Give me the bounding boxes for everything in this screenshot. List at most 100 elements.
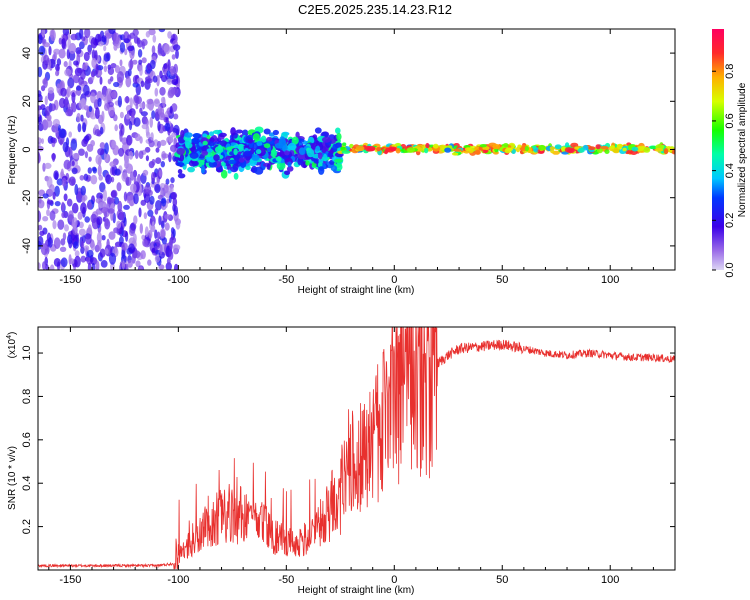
spectrogram-cell [256,140,263,147]
spectrogram-cell [80,185,87,196]
spectrogram-cell [173,263,179,270]
colorbar-tick-label: 0.4 [724,163,736,178]
spectrogram-cell [570,142,579,148]
spectrogram-cell [161,197,167,207]
spectrogram-cell [67,77,75,89]
spectrogram-cell [123,191,128,202]
spectrogram-cell [108,252,117,265]
spectrogram-cell [202,133,208,138]
spectrogram-cell [149,116,153,128]
spectrogram-cell [77,123,82,133]
spectrogram-cell [124,157,130,168]
spectrogram-cell [80,114,84,122]
spectrogram-cell [313,158,320,164]
spectrogram-cell [58,128,66,139]
spectrogram-cell [98,201,104,209]
spectrogram-cell [130,183,137,193]
spectrogram-cell [121,254,127,264]
spectrogram-cell [62,232,67,241]
spectrogram-cell [137,173,141,184]
y-tick-label: 20 [21,95,33,107]
x-tick-label: -100 [167,574,189,586]
spectrogram-cell [90,113,97,120]
spectrogram-cell [101,235,106,241]
spectrogram-cell [135,260,141,268]
spectrogram-cell [166,257,171,265]
spectrogram-cell [68,131,72,138]
spectrogram-cell [99,142,106,149]
spectrogram-cell [87,224,92,237]
spectrogram-cell [83,51,90,62]
spectrogram-cell [155,147,160,153]
spectrogram-cell [38,137,42,144]
spectrogram-cell [99,248,106,258]
spectrogram-cell [128,150,134,160]
spectrogram-cell [74,255,81,268]
spectrogram-cell [432,143,439,149]
spectrogram-cell [104,217,109,227]
spectrogram-cell [156,231,161,240]
spectrogram-cell [451,152,459,156]
spectrogram-cell [106,238,110,251]
spectrogram-cell [139,136,143,144]
spectrogram-cell [71,160,75,167]
spectrogram-cell [275,156,282,162]
spectrogram-cell [103,53,110,62]
spectrogram-cell [87,262,92,270]
spectrogram-cell [38,93,43,103]
spectrogram-cell [340,146,346,150]
spectrogram-cell [141,57,147,64]
spectrogram-cell [46,114,52,122]
spectrogram-cell [84,151,88,159]
spectrogram-cell [98,41,104,47]
spectrogram-cell [56,178,64,186]
spectrogram-cell [137,49,143,58]
spectrogram-cell [149,195,155,205]
spectrogram-cell [43,54,50,65]
spectrogram-cell [245,165,251,171]
spectrogram-cell [323,153,328,162]
spectrogram-cell [654,148,664,152]
x-tick-label: 0 [391,574,397,586]
spectrogram-cell [73,241,79,249]
spectrogram-cell [503,143,509,148]
spectrogram-cell [663,148,669,155]
spectrogram-cell [87,167,93,174]
spectrogram-cell [116,220,122,229]
spectrogram-cell [94,129,101,137]
spectrogram-cell [153,99,161,108]
spectrogram-y-axis: -40 -20 0 20 40 [21,47,675,254]
spectrogram-cell [164,222,170,231]
spectrogram-cell [464,147,472,152]
spectrogram-x-label: Height of straight line (km) [298,285,415,296]
spectrogram-cell [159,139,167,146]
spectrogram-cell [143,192,151,204]
spectrogram-cell [99,126,104,135]
spectrogram-cell [251,154,260,161]
spectrogram-cell [86,201,92,210]
spectrogram-cell [219,140,228,147]
spectrogram-cell [389,147,396,152]
spectrogram-cell [170,177,175,184]
spectrogram-cell [105,88,113,101]
x-tick-label: -50 [278,274,294,286]
spectrogram-cell [577,147,585,153]
spectrogram-y-label: Frequency (Hz) [7,116,18,185]
spectrogram-cell [114,65,120,74]
spectrogram-cell [62,141,69,153]
y-tick-label: 40 [21,47,33,59]
spectrogram-cell [52,137,57,144]
spectrogram-cell [104,151,109,163]
spectrogram-cell [85,233,92,245]
spectrogram-cell [314,127,322,134]
spectrogram-cell [144,184,152,195]
spectrogram-cell [70,138,78,151]
spectrogram-cell [55,63,60,72]
spectrogram-cell [252,133,260,141]
spectrogram-cell [91,57,97,69]
spectrogram-cell [151,110,156,119]
spectrogram-cell [622,147,627,152]
spectrogram-cell [424,147,429,154]
spectrogram-cell [298,147,306,155]
spectrogram-cell [95,260,100,270]
